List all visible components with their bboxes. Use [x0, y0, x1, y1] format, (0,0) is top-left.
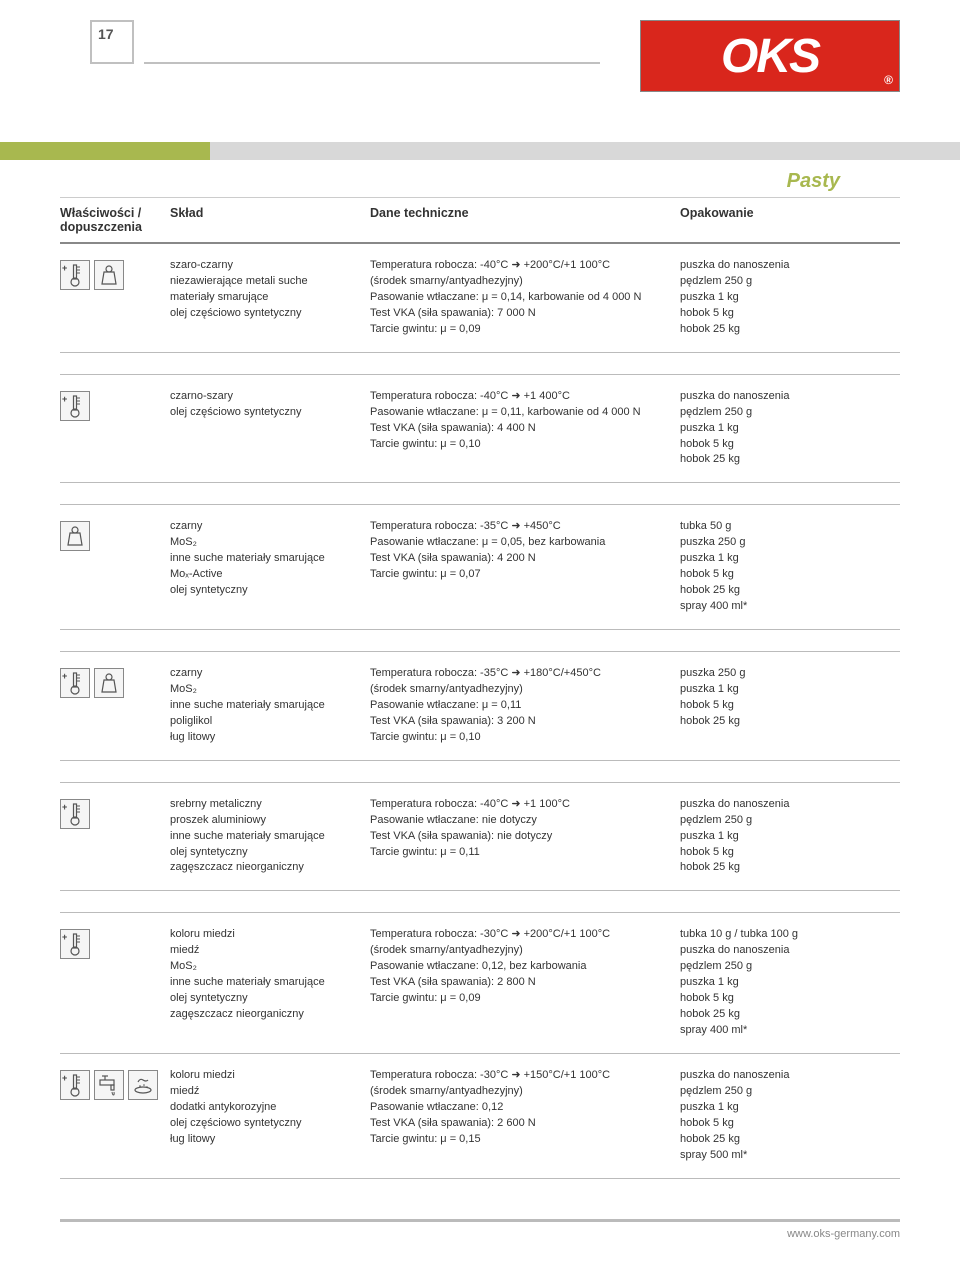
cell-icons	[60, 519, 170, 615]
group-spacer	[60, 891, 900, 913]
page-number: 17	[90, 20, 134, 64]
top-bar: 17 OKS ®	[0, 0, 960, 92]
header-col1: Właściwości / dopuszczenia	[60, 206, 170, 234]
cell-dane: Temperatura robocza: -40°C ➜ +1 100°C Pa…	[370, 797, 680, 877]
group-spacer	[60, 353, 900, 375]
tap-icon	[94, 1070, 124, 1100]
table-row: + czarno-szary olej częściowo syntetyczny…	[60, 375, 900, 484]
thermo-plus-icon: +	[60, 668, 90, 698]
cell-dane: Temperatura robocza: -35°C ➜ +450°C Paso…	[370, 519, 680, 615]
cell-icons: +	[60, 258, 170, 338]
table-row: + srebrny metaliczny proszek aluminiowy i…	[60, 783, 900, 892]
thermo-plus-icon: +	[60, 1070, 90, 1100]
weight-icon	[94, 668, 124, 698]
table-row: czarny MoS₂ inne suche materiały smarują…	[60, 505, 900, 630]
table-row: + koloru miedzi miedź MoS₂ inne suche mat…	[60, 913, 900, 1054]
header-col2: Skład	[170, 206, 370, 234]
cell-opak: tubka 10 g / tubka 100 g puszka do nanos…	[680, 927, 900, 1039]
cell-sklad: czarno-szary olej częściowo syntetyczny	[170, 389, 370, 469]
section-title: Pasty	[60, 160, 900, 198]
logo: OKS ®	[640, 20, 900, 92]
cell-sklad: szaro-czarny niezawierające metali suche…	[170, 258, 370, 338]
group-spacer	[60, 483, 900, 505]
cell-dane: Temperatura robocza: -30°C ➜ +200°C/+1 1…	[370, 927, 680, 1039]
footer: www.oks-germany.com	[60, 1219, 900, 1240]
group-spacer	[60, 630, 900, 652]
weight-icon	[60, 521, 90, 551]
cell-opak: puszka do nanoszenia pędzlem 250 g puszk…	[680, 389, 900, 469]
logo-text: OKS	[721, 29, 819, 84]
cell-icons: +	[60, 1068, 170, 1164]
cell-icons: +	[60, 797, 170, 877]
table-row: + koloru miedzi miedź dodatki antykorozyj…	[60, 1054, 900, 1179]
registered-icon: ®	[884, 73, 891, 87]
footer-url: www.oks-germany.com	[787, 1228, 900, 1240]
cell-sklad: koloru miedzi miedź MoS₂ inne suche mate…	[170, 927, 370, 1039]
cell-opak: puszka do nanoszenia pędzlem 250 g puszk…	[680, 258, 900, 338]
cell-icons: +	[60, 389, 170, 469]
table-row: + szaro-czarny niezawierające metali such…	[60, 244, 900, 353]
thermo-plus-icon: +	[60, 799, 90, 829]
weight-icon	[94, 260, 124, 290]
thermo-plus-icon: +	[60, 391, 90, 421]
header-col4: Opakowanie	[680, 206, 900, 234]
cell-opak: puszka 250 g puszka 1 kg hobok 5 kg hobo…	[680, 666, 900, 746]
cell-opak: puszka do nanoszenia pędzlem 250 g puszk…	[680, 797, 900, 877]
header-col3: Dane techniczne	[370, 206, 680, 234]
page: 17 OKS ® Pasty Właściwości / dopuszczeni…	[0, 0, 960, 1280]
cell-sklad: czarny MoS₂ inne suche materiały smarują…	[170, 519, 370, 615]
cell-sklad: srebrny metaliczny proszek aluminiowy in…	[170, 797, 370, 877]
cell-dane: Temperatura robocza: -35°C ➜ +180°C/+450…	[370, 666, 680, 746]
accent-row	[0, 142, 960, 160]
cell-dane: Temperatura robocza: -40°C ➜ +200°C/+1 1…	[370, 258, 680, 338]
cell-dane: Temperatura robocza: -40°C ➜ +1 400°C Pa…	[370, 389, 680, 469]
hand-water-icon	[128, 1070, 158, 1100]
data-table: Właściwości / dopuszczenia Skład Dane te…	[60, 198, 900, 1179]
cell-icons: +	[60, 666, 170, 746]
cell-sklad: koloru miedzi miedź dodatki antykorozyjn…	[170, 1068, 370, 1164]
accent-gray	[210, 142, 960, 160]
cell-sklad: czarny MoS₂ inne suche materiały smarują…	[170, 666, 370, 746]
thermo-plus-icon: +	[60, 929, 90, 959]
accent-olive	[0, 142, 210, 160]
cell-opak: puszka do nanoszenia pędzlem 250 g puszk…	[680, 1068, 900, 1164]
cell-dane: Temperatura robocza: -30°C ➜ +150°C/+1 1…	[370, 1068, 680, 1164]
thermo-plus-icon: +	[60, 260, 90, 290]
cell-opak: tubka 50 g puszka 250 g puszka 1 kg hobo…	[680, 519, 900, 615]
table-header: Właściwości / dopuszczenia Skład Dane te…	[60, 198, 900, 244]
cell-icons: +	[60, 927, 170, 1039]
table-row: + czarny MoS₂ inne suche materiały smaruj…	[60, 652, 900, 761]
top-underline	[144, 20, 600, 64]
group-spacer	[60, 761, 900, 783]
